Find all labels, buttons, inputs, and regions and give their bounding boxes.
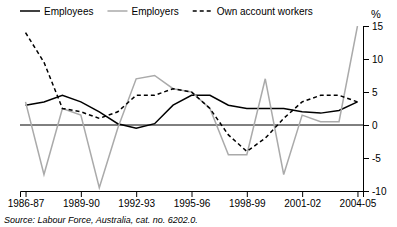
x-tick: 1998-99 bbox=[229, 191, 266, 209]
plot-area bbox=[26, 26, 358, 188]
y-tick: 5 bbox=[363, 87, 378, 98]
x-tick-label: 1992-93 bbox=[118, 198, 155, 209]
y-tick-mark bbox=[363, 59, 369, 60]
legend-swatch bbox=[193, 10, 213, 12]
x-tick-mark bbox=[247, 191, 248, 197]
x-tick: 2001-02 bbox=[284, 191, 321, 209]
y-tick-label: 15 bbox=[372, 21, 384, 32]
y-tick: -5 bbox=[363, 153, 381, 164]
legend-swatch bbox=[20, 10, 40, 12]
x-tick-mark bbox=[192, 191, 193, 197]
y-tick-label: 5 bbox=[372, 87, 378, 98]
x-tick-mark bbox=[81, 191, 82, 197]
legend-label: Own account workers bbox=[217, 6, 313, 17]
legend-swatch bbox=[107, 10, 127, 12]
y-tick: 10 bbox=[363, 54, 384, 65]
y-tick: 15 bbox=[363, 21, 384, 32]
y-axis: -10 -5 0 5 10 15 bbox=[363, 21, 387, 197]
x-tick: 1992-93 bbox=[118, 191, 155, 209]
x-tick-mark bbox=[357, 191, 358, 197]
legend-item: Employees bbox=[20, 6, 93, 17]
chart: 1986-87 1989-90 1992-93 1995-96 1998-99 2001-… bbox=[0, 0, 397, 227]
x-tick-label: 1995-96 bbox=[174, 198, 211, 209]
annotation: Source: Labour Force, Australia, cat. no… bbox=[4, 215, 198, 225]
legend-label: Employees bbox=[44, 6, 93, 17]
y-tick-mark bbox=[363, 191, 369, 192]
x-tick-mark bbox=[136, 191, 137, 197]
x-tick-label: 1998-99 bbox=[229, 198, 266, 209]
y-tick-mark bbox=[363, 26, 369, 27]
legend-label: Employers bbox=[131, 6, 178, 17]
y-tick-label: 10 bbox=[372, 54, 384, 65]
y-tick-mark bbox=[363, 92, 369, 93]
y-tick-label: -10 bbox=[372, 186, 387, 197]
y-tick: -10 bbox=[363, 186, 387, 197]
legend-item: Own account workers bbox=[193, 6, 313, 17]
x-tick-label: 2004-05 bbox=[340, 198, 377, 209]
x-tick: 1995-96 bbox=[174, 191, 211, 209]
x-tick: 1986-87 bbox=[8, 191, 45, 209]
y-tick-mark bbox=[363, 158, 369, 159]
y-tick-label: -5 bbox=[372, 153, 381, 164]
x-tick-label: 2001-02 bbox=[284, 198, 321, 209]
y-tick: 0 bbox=[363, 120, 378, 131]
x-tick-mark bbox=[302, 191, 303, 197]
series-line bbox=[26, 33, 358, 152]
x-axis-line bbox=[21, 192, 364, 198]
legend: Employees Employers Own account workers bbox=[20, 6, 313, 17]
y-axis-line bbox=[364, 27, 370, 192]
legend-item: Employers bbox=[107, 6, 178, 17]
x-axis: 1986-87 1989-90 1992-93 1995-96 1998-99 2001-… bbox=[8, 191, 377, 209]
y-tick-label: 0 bbox=[372, 120, 378, 131]
zero-line bbox=[20, 125, 363, 126]
x-tick-label: 1989-90 bbox=[63, 198, 100, 209]
x-tick-label: 1986-87 bbox=[8, 198, 45, 209]
x-tick-mark bbox=[26, 191, 27, 197]
x-tick: 1989-90 bbox=[63, 191, 100, 209]
y-label: % bbox=[371, 8, 381, 20]
y-tick-mark bbox=[363, 125, 369, 126]
series-line bbox=[26, 26, 358, 188]
